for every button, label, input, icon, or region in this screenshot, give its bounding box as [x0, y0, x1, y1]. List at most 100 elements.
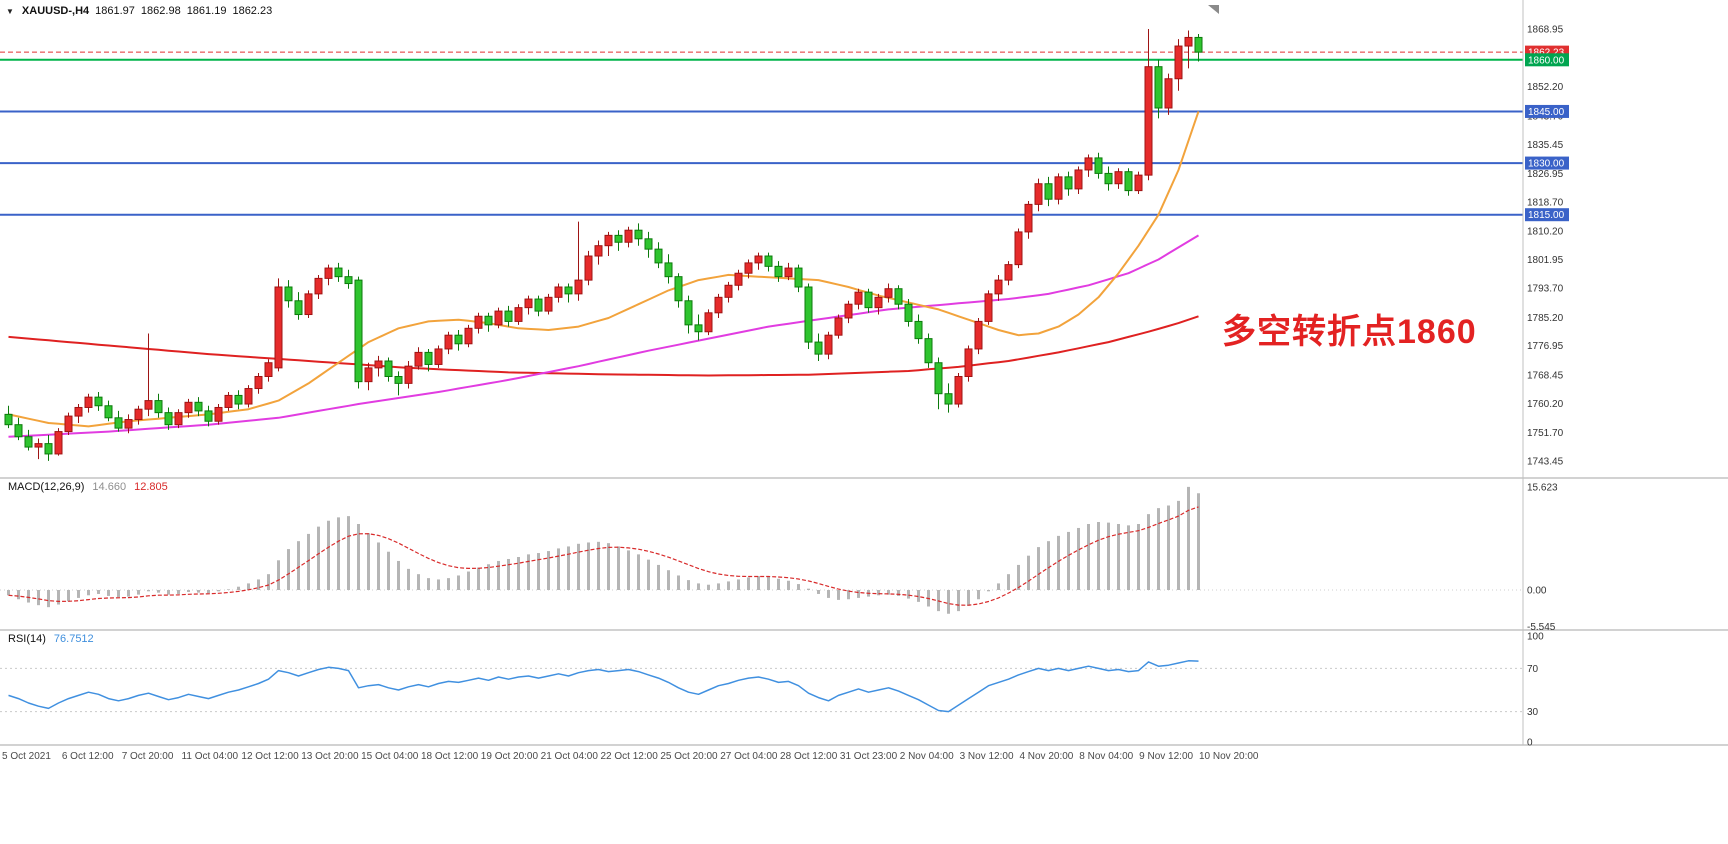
- ma-slow-red: [8, 315, 1199, 377]
- time-axis-label[interactable]: 7 Oct 20:00: [122, 751, 174, 762]
- candle-body: [64, 415, 73, 433]
- price-tick-label: 1760.20: [1527, 399, 1564, 410]
- candle-body: [564, 286, 573, 295]
- candle-body: [784, 267, 793, 278]
- ma-fast-orange: [8, 111, 1200, 428]
- candle-body: [54, 431, 63, 455]
- candle-body: [144, 400, 153, 410]
- time-axis-label[interactable]: 13 Oct 20:00: [301, 751, 359, 762]
- time-axis-label[interactable]: 18 Oct 12:00: [421, 751, 479, 762]
- chart-shift-marker-icon[interactable]: [1208, 5, 1219, 14]
- rsi-axis-label: 100: [1527, 632, 1544, 643]
- candle-body: [934, 362, 943, 395]
- candle-body: [744, 262, 753, 274]
- candle-body: [324, 267, 333, 279]
- turning-point-annotation[interactable]: 多空转折点1860: [1222, 313, 1477, 351]
- candle-body: [904, 303, 913, 322]
- macd-name: MACD(12,26,9): [8, 481, 85, 493]
- candle-body: [404, 365, 413, 384]
- candle-body: [1024, 203, 1033, 233]
- candle-body: [774, 265, 783, 278]
- candle-body: [434, 348, 443, 365]
- rsi-axis-label: 70: [1527, 664, 1539, 675]
- time-axis-label[interactable]: 10 Nov 20:00: [1199, 751, 1259, 762]
- candle-body: [954, 375, 963, 405]
- time-axis-label[interactable]: 9 Nov 12:00: [1139, 751, 1193, 762]
- price-tick-label: 1818.70: [1527, 197, 1564, 208]
- time-axis-label[interactable]: 19 Oct 20:00: [481, 751, 539, 762]
- time-axis-label[interactable]: 6 Oct 12:00: [62, 751, 114, 762]
- time-axis-label[interactable]: 11 Oct 04:00: [182, 751, 239, 762]
- candle-body: [154, 400, 163, 414]
- candle-body: [834, 317, 843, 336]
- time-axis-label[interactable]: 8 Nov 04:00: [1079, 751, 1133, 762]
- candle-body: [1104, 172, 1113, 185]
- time-axis-label[interactable]: 22 Oct 12:00: [601, 751, 659, 762]
- candle-body: [1004, 264, 1013, 281]
- candle-body: [944, 393, 953, 405]
- time-axis-label[interactable]: 15 Oct 04:00: [361, 751, 419, 762]
- candle-body: [124, 419, 133, 429]
- macd-signal-value: 12.805: [134, 481, 168, 493]
- price-badge: [1525, 53, 1569, 67]
- candle-body: [24, 436, 33, 448]
- candle-body: [204, 410, 213, 422]
- candle-body: [354, 279, 363, 383]
- ohlc-low: 1861.19: [186, 5, 227, 17]
- price-tick-label: 1835.45: [1527, 140, 1564, 151]
- price-tick-label: 1826.95: [1527, 169, 1564, 180]
- candle-body: [764, 255, 773, 267]
- candle-body: [504, 310, 513, 322]
- price-tick-label: 1768.45: [1527, 370, 1564, 381]
- time-axis-label[interactable]: 2 Nov 04:00: [900, 751, 954, 762]
- candle-body: [344, 276, 353, 285]
- candle-body: [1164, 78, 1173, 109]
- time-axis-label[interactable]: 5 Oct 2021: [2, 751, 51, 762]
- candle-body: [1074, 169, 1083, 190]
- collapse-chart-icon[interactable]: ▼: [6, 6, 14, 16]
- candle-body: [334, 267, 343, 278]
- candle-body: [214, 406, 223, 422]
- price-tick-label: 1852.20: [1527, 82, 1564, 93]
- candle-body: [364, 367, 373, 383]
- candle-body: [184, 401, 193, 414]
- candle-body: [884, 288, 893, 298]
- candle-body: [634, 229, 643, 240]
- candle-body: [804, 286, 813, 343]
- time-axis-label[interactable]: 28 Oct 12:00: [780, 751, 838, 762]
- macd-signal-line: [8, 506, 1199, 606]
- rsi-line: [8, 660, 1199, 713]
- candle-body: [1114, 171, 1123, 185]
- candle-body: [574, 279, 583, 295]
- time-axis-label[interactable]: 4 Nov 20:00: [1019, 751, 1073, 762]
- candle-body: [704, 312, 713, 333]
- candle-body: [994, 279, 1003, 295]
- price-badge-label: 1860.00: [1528, 55, 1565, 66]
- candle-body: [44, 443, 53, 455]
- candle-body: [1034, 183, 1043, 205]
- candle-body: [1094, 157, 1103, 174]
- time-axis-label[interactable]: 21 Oct 04:00: [541, 751, 599, 762]
- candle-body: [224, 394, 233, 408]
- time-axis-label[interactable]: 12 Oct 12:00: [241, 751, 299, 762]
- candle-body: [714, 296, 723, 314]
- rsi-value: 76.7512: [53, 633, 94, 645]
- candle-body: [114, 417, 123, 429]
- macd-main-value: 14.660: [92, 481, 127, 493]
- candle-body: [984, 293, 993, 322]
- time-axis-label[interactable]: 27 Oct 04:00: [720, 751, 778, 762]
- time-axis-label[interactable]: 31 Oct 23:00: [840, 751, 898, 762]
- candle-body: [814, 341, 823, 355]
- candle-body: [234, 394, 243, 405]
- candle-body: [274, 286, 283, 369]
- time-axis-label[interactable]: 3 Nov 12:00: [960, 751, 1014, 762]
- rsi-name: RSI(14): [8, 633, 46, 645]
- candle-body: [604, 234, 613, 247]
- candle-body: [674, 276, 683, 302]
- price-badge-label: 1862.23: [1528, 48, 1565, 59]
- candle-body: [94, 396, 103, 407]
- time-axis-label[interactable]: 25 Oct 20:00: [660, 751, 718, 762]
- candle-body: [1194, 36, 1203, 53]
- candle-body: [894, 288, 903, 305]
